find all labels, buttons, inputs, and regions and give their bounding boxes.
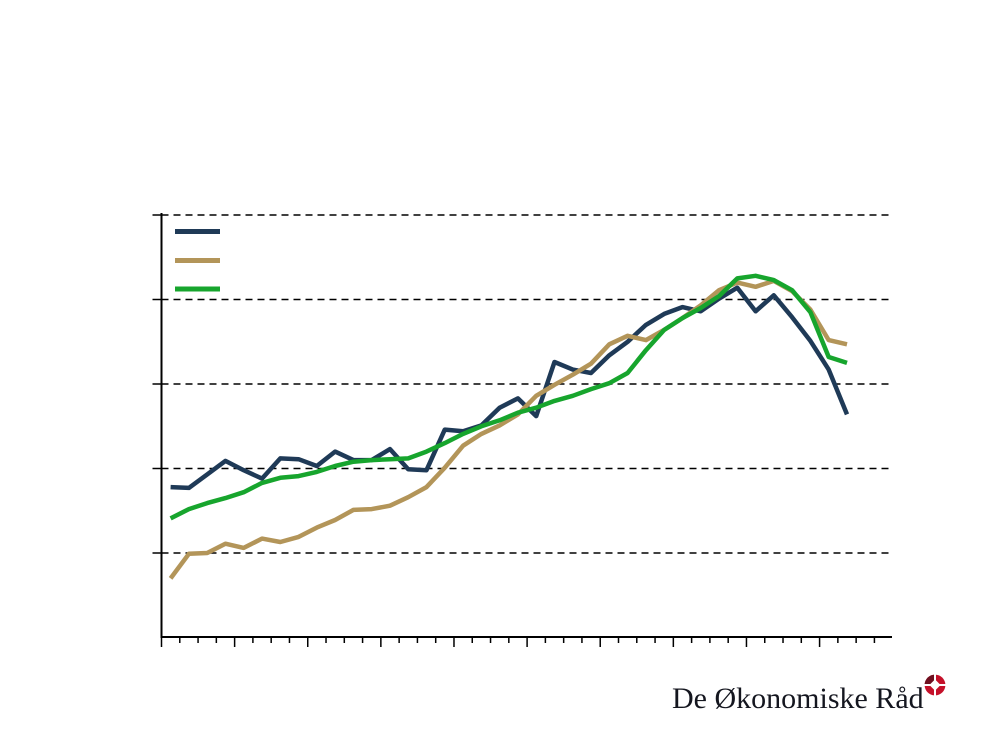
axes bbox=[160, 213, 892, 638]
logo-text: De Økonomiske Råd bbox=[672, 682, 924, 715]
axis-ticks bbox=[152, 214, 876, 647]
series-line-green bbox=[169, 273, 848, 521]
legend bbox=[175, 229, 220, 292]
gridlines bbox=[161, 214, 892, 554]
series-line-navy bbox=[170, 285, 850, 491]
series-lines bbox=[168, 273, 850, 580]
red-rosette-icon bbox=[924, 674, 946, 696]
series-line-khaki bbox=[168, 278, 848, 580]
